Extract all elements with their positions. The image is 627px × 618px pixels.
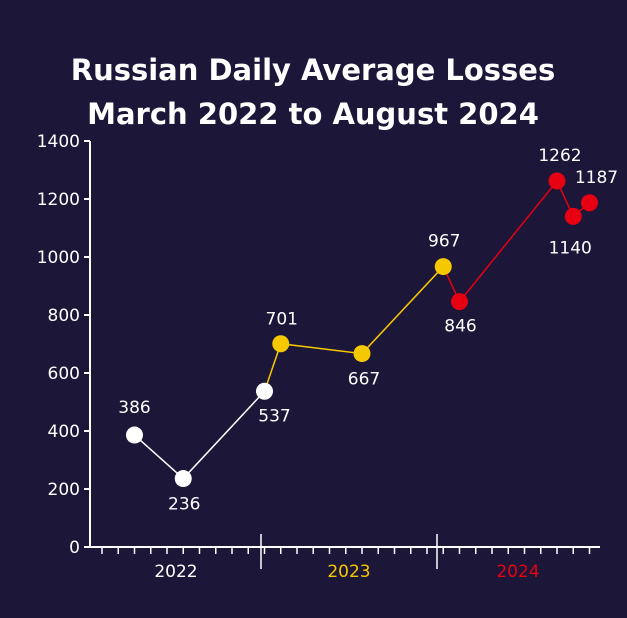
- data-point-701: [272, 335, 290, 353]
- series-line-1: [134, 390, 266, 480]
- data-point-1187: [581, 194, 598, 212]
- year-label-2023: 2023: [327, 562, 370, 582]
- data-point-386: [126, 426, 143, 444]
- year-label-2022: 2022: [154, 562, 197, 582]
- data-points: [126, 172, 598, 488]
- data-label-846: 846: [444, 317, 476, 337]
- data-label-1140: 1140: [549, 238, 592, 258]
- series-line-2: [263, 266, 444, 392]
- data-label-701: 701: [266, 310, 298, 330]
- y-tick-label: 600: [48, 364, 80, 384]
- y-tick-label: 0: [69, 538, 80, 558]
- data-label-537: 537: [258, 406, 290, 426]
- y-tick-label: 400: [48, 422, 80, 442]
- data-point-1262: [548, 172, 566, 190]
- y-tick-label: 1200: [37, 190, 80, 210]
- data-label-386: 386: [118, 398, 150, 418]
- data-point-537: [256, 382, 273, 400]
- chart-title-line-2: March 2022 to August 2024: [87, 97, 539, 131]
- series-lines: [134, 179, 590, 480]
- data-point-1140: [564, 207, 582, 225]
- y-tick-label: 200: [48, 480, 80, 500]
- data-point-846: [451, 293, 468, 311]
- chart-title-line-1: Russian Daily Average Losses: [71, 53, 556, 87]
- data-point-667: [353, 345, 371, 363]
- y-tick-label: 800: [48, 306, 80, 326]
- axes: 0 200 400 600 800 1000 1200 1400 2022 2023 2024: [37, 132, 600, 582]
- data-label-1262: 1262: [538, 146, 581, 166]
- year-label-2024: 2024: [496, 562, 539, 582]
- data-point-967: [434, 258, 452, 276]
- y-tick-label: 1400: [37, 132, 80, 152]
- data-point-236: [174, 470, 192, 488]
- data-label-236: 236: [168, 495, 200, 515]
- data-labels: 386 236 537 701 667 967 846 1262 1140 1187: [118, 146, 618, 515]
- data-label-1187: 1187: [575, 168, 618, 188]
- data-label-967: 967: [428, 232, 460, 252]
- y-tick-label: 1000: [37, 248, 80, 268]
- chart-title: Russian Daily Average Losses March 2022 …: [71, 53, 556, 131]
- data-label-667: 667: [348, 370, 380, 390]
